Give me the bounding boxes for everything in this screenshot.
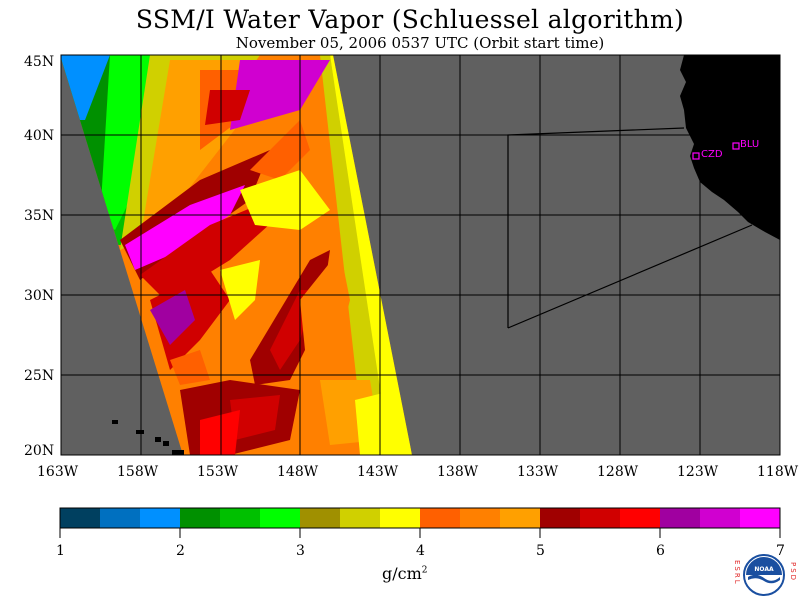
lon-label: 118W <box>757 464 799 480</box>
lon-label: 158W <box>117 464 159 480</box>
lon-label: 143W <box>357 464 399 480</box>
longitude-labels: 163W 158W 153W 148W 143W 138W 133W 128W … <box>37 464 799 480</box>
station-blu-marker <box>732 142 740 150</box>
colorbar-segment <box>540 508 581 528</box>
colorbar-label: 6 <box>656 543 665 559</box>
colorbar-label: 5 <box>536 543 545 559</box>
colorbar-units: g/cm2 <box>382 564 428 583</box>
colorbar-segment <box>580 508 621 528</box>
colorbar <box>60 508 781 528</box>
colorbar-segment <box>300 508 341 528</box>
lat-label: 20N <box>24 443 54 459</box>
colorbar-label: 3 <box>296 543 305 559</box>
map-subtitle: November 05, 2006 0537 UTC (Orbit start … <box>235 34 605 52</box>
colorbar-segment <box>740 508 781 528</box>
lon-label: 133W <box>517 464 559 480</box>
colorbar-segment <box>100 508 141 528</box>
noaa-esrl-logo: NOAA ESRL PSD <box>733 554 797 596</box>
colorbar-segment <box>460 508 501 528</box>
lon-label: 163W <box>37 464 79 480</box>
latitude-labels: 45N 40N 35N 30N 25N 20N <box>24 54 54 459</box>
graticule <box>61 55 780 455</box>
lon-label: 138W <box>437 464 479 480</box>
map-frame <box>60 54 781 456</box>
lon-label: 123W <box>677 464 719 480</box>
lat-label: 35N <box>24 208 54 224</box>
map-title: SSM/I Water Vapor (Schluessel algorithm) <box>135 5 685 34</box>
colorbar-segment <box>660 508 701 528</box>
colorbar-label: 1 <box>56 543 65 559</box>
colorbar-segment <box>260 508 301 528</box>
colorbar-segment <box>340 508 381 528</box>
colorbar-label: 7 <box>776 543 785 559</box>
colorbar-segment <box>620 508 661 528</box>
colorbar-segment <box>700 508 741 528</box>
colorbar-ticks <box>59 528 781 538</box>
units-base: g/cm <box>382 564 422 583</box>
station-czd-marker <box>692 152 700 160</box>
lat-label: 25N <box>24 368 54 384</box>
logo-text: NOAA <box>754 566 774 573</box>
logo-left-letters: ESRL <box>733 560 741 586</box>
colorbar-label: 4 <box>416 543 425 559</box>
station-markers <box>692 142 740 160</box>
colorbar-segment <box>380 508 421 528</box>
colorbar-segment <box>220 508 261 528</box>
colorbar-label: 2 <box>176 543 185 559</box>
hawaii-islands <box>112 420 184 455</box>
lon-label: 153W <box>197 464 239 480</box>
station-czd-label: CZD <box>701 149 723 160</box>
colorbar-segment <box>420 508 461 528</box>
colorbar-segment <box>140 508 181 528</box>
region-outline <box>507 127 753 329</box>
lon-label: 128W <box>597 464 639 480</box>
colorbar-segment <box>60 508 101 528</box>
logo-right-letters: PSD <box>789 562 797 582</box>
units-exponent: 2 <box>421 565 428 576</box>
colorbar-segment <box>500 508 541 528</box>
lat-label: 30N <box>24 288 54 304</box>
lon-label: 148W <box>277 464 319 480</box>
lat-label: 45N <box>24 54 54 70</box>
colorbar-labels: 1 2 3 4 5 6 7 <box>56 543 785 559</box>
land-mass <box>680 55 780 240</box>
station-blu-label: BLU <box>740 139 759 150</box>
colorbar-segment <box>180 508 221 528</box>
lat-label: 40N <box>24 128 54 144</box>
